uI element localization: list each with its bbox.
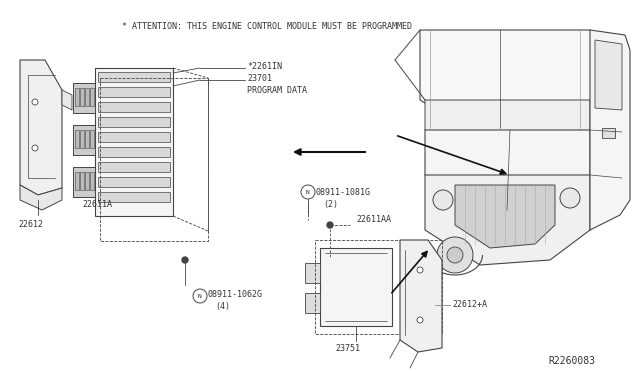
Text: *2261IN: *2261IN xyxy=(247,62,282,71)
Circle shape xyxy=(560,188,580,208)
Circle shape xyxy=(447,247,463,263)
Circle shape xyxy=(32,145,38,151)
Text: 23701: 23701 xyxy=(247,74,272,83)
Polygon shape xyxy=(425,175,590,265)
Circle shape xyxy=(437,237,473,273)
Bar xyxy=(95,68,173,216)
Text: 22611AA: 22611AA xyxy=(356,215,391,224)
Bar xyxy=(98,72,170,82)
Bar xyxy=(98,102,170,112)
Bar xyxy=(80,130,84,148)
Text: N: N xyxy=(306,189,310,195)
Circle shape xyxy=(79,186,84,190)
Bar xyxy=(98,117,170,127)
Polygon shape xyxy=(20,60,62,195)
Bar xyxy=(73,83,95,113)
Text: * ATTENTION: THIS ENGINE CONTROL MODULE MUST BE PROGRAMMED: * ATTENTION: THIS ENGINE CONTROL MODULE … xyxy=(122,22,412,31)
Text: N: N xyxy=(198,294,202,298)
Bar xyxy=(90,88,94,106)
Text: PROGRAM DATA: PROGRAM DATA xyxy=(247,86,307,95)
Circle shape xyxy=(433,190,453,210)
Polygon shape xyxy=(602,128,615,138)
Circle shape xyxy=(301,185,315,199)
Circle shape xyxy=(182,257,188,263)
Bar xyxy=(100,78,208,241)
Circle shape xyxy=(417,317,423,323)
Polygon shape xyxy=(590,30,630,230)
Text: (4): (4) xyxy=(215,302,230,311)
Text: 08911-1062G: 08911-1062G xyxy=(208,290,263,299)
Bar xyxy=(80,88,84,106)
Text: 22612: 22612 xyxy=(18,220,43,229)
Bar xyxy=(85,172,89,190)
Text: 22611A: 22611A xyxy=(82,200,112,209)
Bar xyxy=(85,130,89,148)
Text: R2260083: R2260083 xyxy=(548,356,595,366)
Bar xyxy=(98,132,170,142)
Circle shape xyxy=(417,267,423,273)
Bar xyxy=(98,147,170,157)
Bar xyxy=(75,172,79,190)
Bar xyxy=(315,240,442,334)
Bar xyxy=(75,88,79,106)
Polygon shape xyxy=(62,90,72,110)
Bar xyxy=(85,88,89,106)
Bar xyxy=(73,167,95,197)
Polygon shape xyxy=(425,100,590,155)
Circle shape xyxy=(193,289,207,303)
Bar xyxy=(305,293,320,313)
Bar xyxy=(73,125,95,155)
Polygon shape xyxy=(595,40,622,110)
Bar xyxy=(305,263,320,283)
Polygon shape xyxy=(400,240,442,352)
Polygon shape xyxy=(455,185,555,248)
Polygon shape xyxy=(420,30,620,130)
Text: 22612+A: 22612+A xyxy=(452,300,487,309)
Circle shape xyxy=(327,222,333,228)
Text: (2): (2) xyxy=(323,200,338,209)
Bar xyxy=(320,248,392,326)
Bar xyxy=(80,172,84,190)
Bar xyxy=(98,87,170,97)
Text: 23751: 23751 xyxy=(335,344,360,353)
Bar xyxy=(98,177,170,187)
Bar xyxy=(90,130,94,148)
Bar xyxy=(98,162,170,172)
Text: 08911-1081G: 08911-1081G xyxy=(316,188,371,197)
Circle shape xyxy=(32,99,38,105)
Polygon shape xyxy=(425,130,590,210)
Bar xyxy=(90,172,94,190)
Bar xyxy=(75,130,79,148)
Polygon shape xyxy=(20,185,62,210)
Bar xyxy=(98,192,170,202)
